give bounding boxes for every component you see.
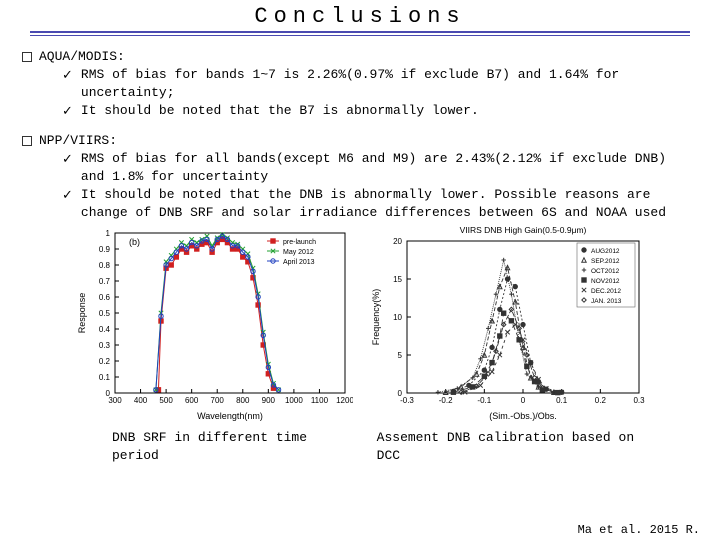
svg-text:May 2012: May 2012 xyxy=(283,249,314,256)
svg-text:0.2: 0.2 xyxy=(595,396,607,405)
svg-text:700: 700 xyxy=(211,396,225,405)
svg-text:300: 300 xyxy=(108,396,122,405)
svg-text:Frequency(%): Frequency(%) xyxy=(371,289,381,346)
check-icon: ✓ xyxy=(62,102,73,120)
svg-text:1000: 1000 xyxy=(285,396,303,405)
list-item: ✓ It should be noted that the DNB is abn… xyxy=(62,186,692,222)
section-head-aqua: AQUA/MODIS: xyxy=(22,48,698,66)
svg-text:0.3: 0.3 xyxy=(633,396,645,405)
svg-text:0.4: 0.4 xyxy=(99,325,111,334)
bullet-text: RMS of bias for all bands(except M6 and … xyxy=(81,150,692,186)
svg-text:1100: 1100 xyxy=(311,396,329,405)
svg-text:0.1: 0.1 xyxy=(99,373,111,382)
svg-text:Wavelength(nm): Wavelength(nm) xyxy=(197,411,263,421)
check-icon: ✓ xyxy=(62,186,73,222)
bullet-text: RMS of bias for bands 1~7 is 2.26%(0.97%… xyxy=(81,66,692,102)
right-chart: VIIRS DNB High Gain(0.5-0.9μm) -0.3 -0.2 -0… xyxy=(367,223,647,423)
list-item: ✓ It should be noted that the B7 is abno… xyxy=(62,102,692,120)
check-icon: ✓ xyxy=(62,66,73,102)
svg-text:DEC.2012: DEC.2012 xyxy=(591,288,621,295)
svg-text:0: 0 xyxy=(398,389,403,398)
svg-text:0.3: 0.3 xyxy=(99,341,111,350)
box-bullet-icon xyxy=(22,136,32,146)
svg-text:0.7: 0.7 xyxy=(99,277,111,286)
svg-text:0.1: 0.1 xyxy=(556,396,568,405)
list-item: ✓ RMS of bias for all bands(except M6 an… xyxy=(62,150,692,186)
bullets-npp: ✓ RMS of bias for all bands(except M6 an… xyxy=(22,150,698,222)
check-icon: ✓ xyxy=(62,150,73,186)
box-bullet-icon xyxy=(22,52,32,62)
left-chart-svg: 300 400 500 600 700 800 900 1000 1100 1200 0 0.1 0.2… xyxy=(73,223,353,423)
title-rule-thick xyxy=(30,31,690,33)
right-chart-svg: VIIRS DNB High Gain(0.5-0.9μm) -0.3 -0.2 -0… xyxy=(367,223,647,423)
svg-text:Response: Response xyxy=(77,293,87,334)
svg-text:JAN. 2013: JAN. 2013 xyxy=(591,298,622,305)
svg-text:pre-launch: pre-launch xyxy=(283,239,316,246)
section-head-npp: NPP/VIIRS: xyxy=(22,132,698,150)
svg-text:0.9: 0.9 xyxy=(99,245,111,254)
svg-text:0.2: 0.2 xyxy=(99,357,111,366)
content-area: AQUA/MODIS: ✓ RMS of bias for bands 1~7 … xyxy=(0,36,720,465)
svg-text:500: 500 xyxy=(159,396,173,405)
svg-text:1: 1 xyxy=(106,229,111,238)
caption-right: Assement DNB calibration based on DCC xyxy=(377,429,638,465)
svg-text:VIIRS DNB High Gain(0.5-0.9μm): VIIRS DNB High Gain(0.5-0.9μm) xyxy=(460,225,587,235)
svg-text:SEP.2012: SEP.2012 xyxy=(591,258,620,265)
caption-left: DNB SRF in different time period xyxy=(112,429,327,465)
svg-text:0: 0 xyxy=(106,389,111,398)
bullet-text: It should be noted that the B7 is abnorm… xyxy=(81,102,479,120)
svg-text:(Sim.-Obs.)/Obs.: (Sim.-Obs.)/Obs. xyxy=(489,411,557,421)
svg-text:1200: 1200 xyxy=(336,396,353,405)
svg-text:-0.2: -0.2 xyxy=(439,396,453,405)
svg-text:800: 800 xyxy=(236,396,250,405)
svg-text:0.8: 0.8 xyxy=(99,261,111,270)
svg-text:600: 600 xyxy=(185,396,199,405)
svg-text:April 2013: April 2013 xyxy=(283,259,315,266)
bullet-text: It should be noted that the DNB is abnor… xyxy=(81,186,692,222)
list-item: ✓ RMS of bias for bands 1~7 is 2.26%(0.9… xyxy=(62,66,692,102)
svg-text:5: 5 xyxy=(398,351,403,360)
svg-text:-0.3: -0.3 xyxy=(400,396,414,405)
svg-text:0.6: 0.6 xyxy=(99,293,111,302)
left-chart: 300 400 500 600 700 800 900 1000 1100 1200 0 0.1 0.2… xyxy=(73,223,353,423)
section-label: NPP/VIIRS: xyxy=(39,132,117,150)
svg-text:(b): (b) xyxy=(129,237,140,247)
bullets-aqua: ✓ RMS of bias for bands 1~7 is 2.26%(0.9… xyxy=(22,66,698,120)
svg-text:20: 20 xyxy=(393,237,402,246)
svg-text:-0.1: -0.1 xyxy=(477,396,491,405)
page-title: Conclusions xyxy=(254,4,465,29)
svg-text:0: 0 xyxy=(521,396,526,405)
svg-text:0.5: 0.5 xyxy=(99,309,111,318)
svg-text:15: 15 xyxy=(393,275,402,284)
section-label: AQUA/MODIS: xyxy=(39,48,125,66)
credit-text: Ma et al. 2015 R. xyxy=(578,523,700,537)
svg-text:10: 10 xyxy=(393,313,402,322)
svg-text:400: 400 xyxy=(134,396,148,405)
svg-text:OCT2012: OCT2012 xyxy=(591,268,620,275)
svg-text:AUG2012: AUG2012 xyxy=(591,248,620,255)
svg-text:900: 900 xyxy=(262,396,276,405)
svg-text:NOV2012: NOV2012 xyxy=(591,278,620,285)
